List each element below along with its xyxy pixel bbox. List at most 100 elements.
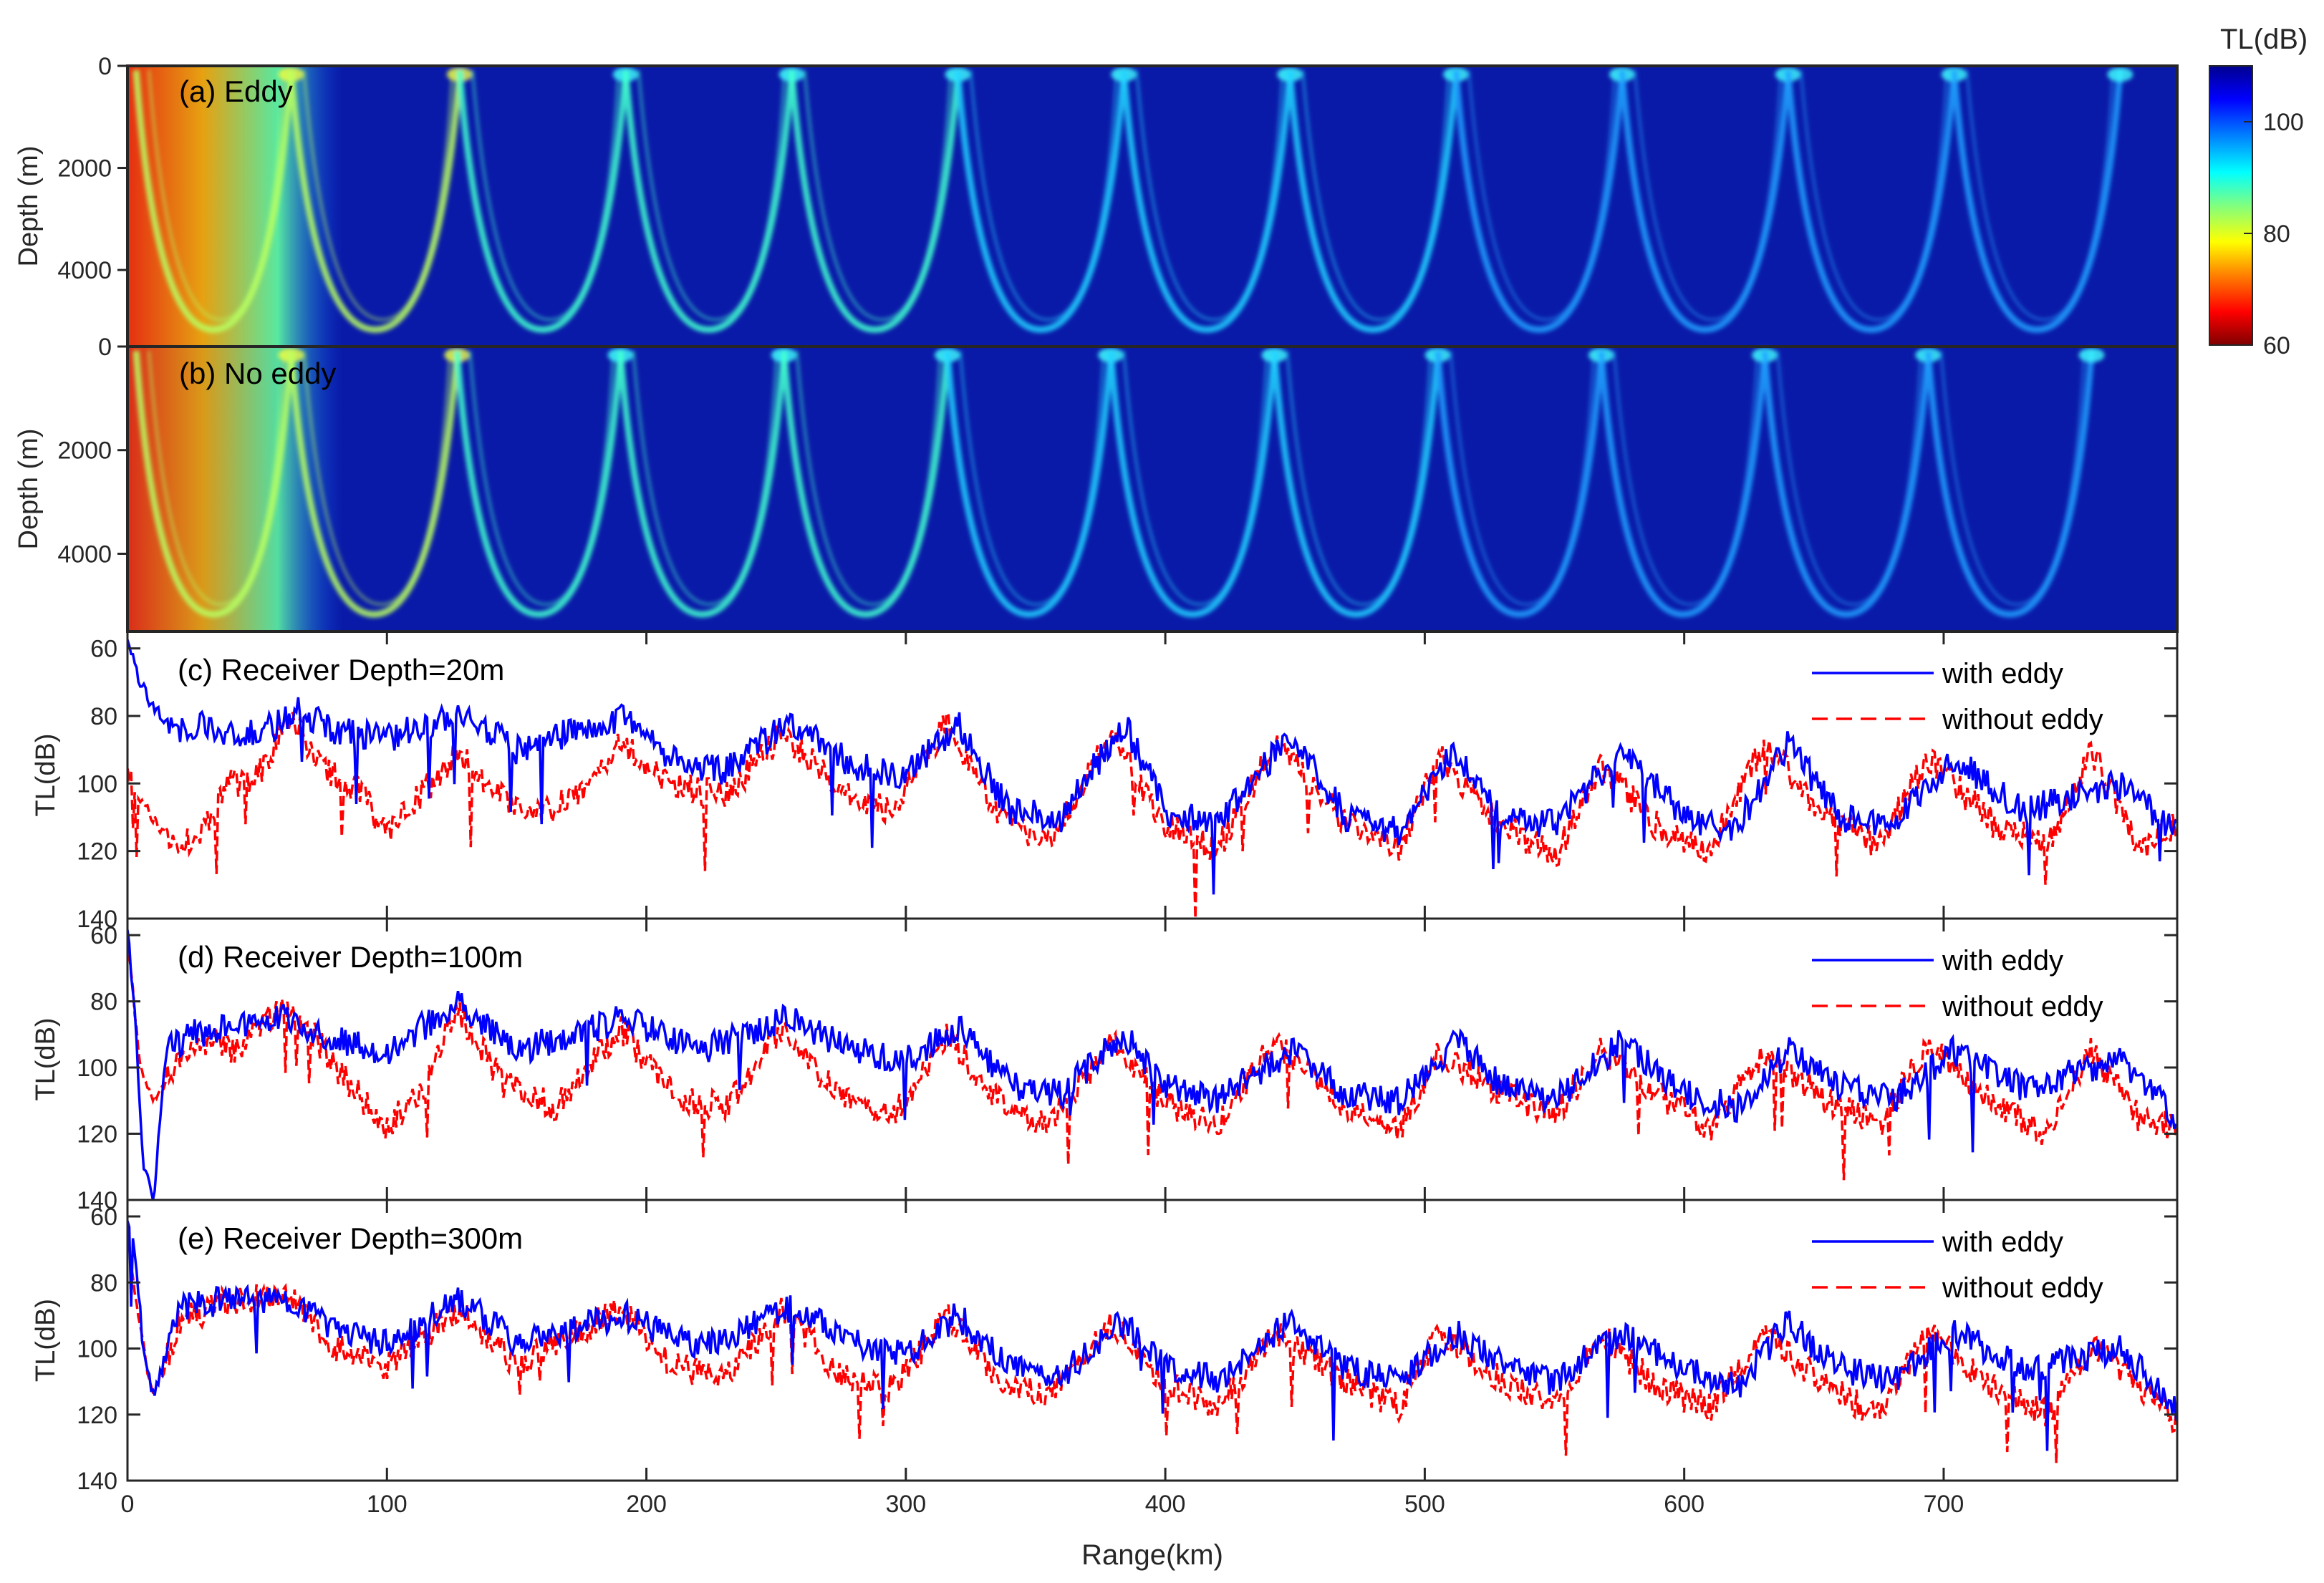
- convergence-arc: [1785, 69, 1957, 333]
- convergence-arc-inner: [148, 69, 286, 321]
- y-tick-label: 2000: [57, 437, 112, 465]
- x-tick-label: 400: [1145, 1491, 1186, 1518]
- convergence-arc-inner: [637, 69, 786, 321]
- series-with-eddy: [127, 929, 2177, 1200]
- legend-label: with eddy: [1942, 945, 2063, 977]
- y-tick-label: 120: [77, 1402, 117, 1429]
- convergence-arc-inner: [1965, 69, 2115, 321]
- x-tick-label: 700: [1924, 1491, 1964, 1518]
- y-tick-label: 120: [77, 838, 117, 866]
- convergence-arc: [1120, 69, 1293, 333]
- panel-b-ylabel: Depth (m): [14, 429, 44, 550]
- convergence-arc: [617, 350, 788, 618]
- y-tick-label: 4000: [57, 257, 112, 284]
- y-tick-label: 80: [90, 1269, 117, 1297]
- x-tick-label: 300: [885, 1491, 926, 1518]
- y-axis-label: TL(dB): [31, 1017, 61, 1100]
- y-ticks-a: 0 2000 4000: [57, 53, 127, 284]
- legend-label: with eddy: [1942, 658, 2063, 689]
- legend-label: without eddy: [1942, 1272, 2103, 1304]
- panel-d: 60 80 100 120 140 (d) Receiver Depth=100m TL(d…: [31, 917, 2179, 1214]
- y-tick-label: 120: [77, 1121, 117, 1148]
- panel-b-title: (b) No eddy: [179, 357, 336, 390]
- convergence-arc: [1271, 350, 1441, 618]
- convergence-arc: [132, 69, 294, 333]
- convergence-arc: [622, 69, 795, 333]
- surface-convergence: [2078, 348, 2105, 362]
- convergence-arc: [1619, 69, 1792, 333]
- convergence-arc: [1107, 350, 1278, 618]
- convergence-arc-inner: [302, 350, 452, 606]
- colorbar: TL(dB) 60 80 100: [2209, 24, 2308, 359]
- convergence-arc-inner: [1775, 350, 1923, 606]
- colorbar-title: TL(dB): [2220, 24, 2308, 55]
- y-tick-label: 0: [98, 334, 112, 361]
- panel-frame: [126, 1199, 2179, 1482]
- colorbar-tick-label: 60: [2263, 332, 2290, 359]
- panel-title: (e) Receiver Depth=300m: [178, 1221, 523, 1255]
- y-tick-label: 140: [77, 906, 117, 933]
- convergence-arc-inner: [302, 69, 454, 321]
- convergence-arc-inner: [468, 350, 615, 606]
- y-tick-label: 140: [77, 1187, 117, 1214]
- convergence-arc-inner: [1799, 69, 1949, 321]
- x-tick-label: 0: [121, 1491, 135, 1518]
- convergence-arc: [781, 350, 951, 618]
- panel-a: (a) Eddy 0 2000 4000 Depth (m): [14, 53, 2179, 348]
- series-group: [127, 639, 2177, 919]
- colorbar-tick-label: 80: [2263, 221, 2290, 248]
- convergence-arc: [1435, 350, 1605, 618]
- legend-label: with eddy: [1942, 1226, 2063, 1258]
- convergence-arc-inner: [1301, 69, 1450, 321]
- convergence-arc: [1761, 350, 1932, 618]
- convergence-arc-inner: [1135, 69, 1285, 321]
- convergence-zones-b: [132, 348, 2105, 618]
- convergence-arc: [1598, 350, 1768, 618]
- panel-title: (d) Receiver Depth=100m: [178, 940, 523, 974]
- convergence-arc-inner: [471, 69, 620, 321]
- y-tick-label: 0: [98, 53, 112, 80]
- colorbar-tick-label: 100: [2263, 109, 2304, 136]
- convergence-arc-inner: [1467, 69, 1616, 321]
- convergence-arc: [788, 69, 961, 333]
- series-with-eddy: [127, 1220, 2177, 1451]
- y-axis-label: TL(dB): [31, 1299, 61, 1382]
- x-axis: 0 100 200 300 400 500 600 700: [121, 1491, 1964, 1518]
- colorbar-gradient: [2209, 65, 2253, 346]
- legend-label: without eddy: [1942, 704, 2103, 735]
- y-tick-label: 100: [77, 1055, 117, 1082]
- panel-c: 60 80 100 120 140 (c) Receiver Depth=20m TL(dB…: [31, 630, 2179, 933]
- convergence-arc: [132, 350, 294, 618]
- panel-a-title: (a) Eddy: [179, 74, 293, 108]
- panel-e: 60 80 100 120 140 (e) Receiver Depth=300m TL(d…: [31, 1199, 2179, 1495]
- convergence-zones-a: [132, 67, 2133, 333]
- convergence-arc: [944, 350, 1114, 618]
- series-group: [127, 1220, 2177, 1463]
- convergence-arc-inner: [1612, 350, 1759, 606]
- panel-a-ylabel: Depth (m): [14, 146, 44, 267]
- y-tick-label: 100: [77, 770, 117, 798]
- convergence-arc: [1452, 69, 1626, 333]
- convergence-arc-inner: [1939, 350, 2086, 606]
- y-ticks-b: 0 2000 4000: [57, 334, 127, 568]
- convergence-arc-inner: [969, 69, 1119, 321]
- convergence-arc-inner: [795, 350, 942, 606]
- convergence-arc: [1950, 69, 2123, 333]
- convergence-arc: [954, 69, 1127, 333]
- y-tick-label: 80: [90, 989, 117, 1016]
- convergence-arc-inner: [1286, 350, 1432, 606]
- series-group: [127, 929, 2177, 1200]
- convergence-arc-inner: [958, 350, 1106, 606]
- y-axis-label: TL(dB): [31, 733, 61, 816]
- convergence-arc-inner: [632, 350, 778, 606]
- x-tick-label: 600: [1664, 1491, 1705, 1518]
- y-tick-label: 100: [77, 1336, 117, 1363]
- y-tick-label: 140: [77, 1468, 117, 1495]
- legend-label: without eddy: [1942, 991, 2103, 1022]
- panel-b: (b) No eddy 0 2000 4000 Depth (m): [14, 334, 2179, 633]
- panel-title: (c) Receiver Depth=20m: [178, 653, 504, 687]
- convergence-arc: [287, 69, 463, 333]
- convergence-arc-inner: [1122, 350, 1269, 606]
- convergence-arc: [287, 350, 461, 618]
